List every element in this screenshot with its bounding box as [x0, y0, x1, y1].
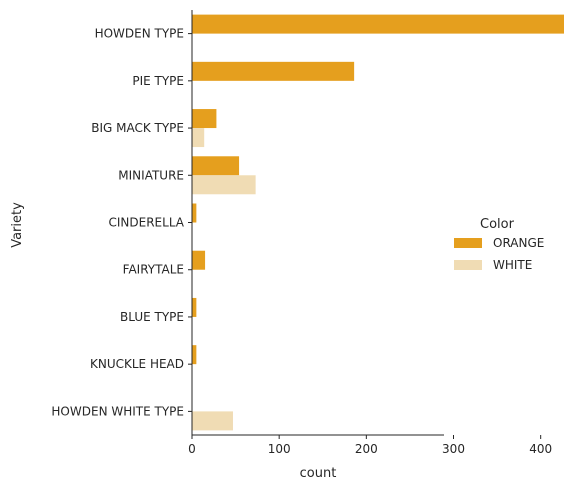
y-tick-label: BLUE TYPE	[120, 310, 184, 324]
y-tick-layer: HOWDEN TYPE PIE TYPE BIG MACK TYPE MINIATUR…	[51, 27, 192, 418]
bar-orange-blue-type	[192, 297, 197, 317]
bar-white-howden-white-type	[192, 411, 233, 431]
y-tick-label: BIG MACK TYPE	[91, 121, 184, 135]
y-tick-label: HOWDEN TYPE	[95, 27, 184, 41]
y-tick-label: MINIATURE	[118, 168, 184, 182]
y-tick-label: CINDERELLA	[109, 216, 185, 230]
legend-title: Color	[480, 217, 515, 232]
x-tick-label: 300	[442, 442, 465, 456]
y-tick-label: HOWDEN WHITE TYPE	[51, 404, 184, 418]
x-tick-layer: 0100200300400500	[188, 435, 552, 456]
x-tick-label: 0	[188, 442, 196, 456]
legend-label-orange: ORANGE	[493, 236, 544, 250]
y-tick-label: KNUCKLE HEAD	[90, 357, 184, 371]
legend-label-white: WHITE	[493, 258, 532, 272]
bar-white-miniature	[192, 175, 256, 195]
bar-orange-howden-type	[192, 14, 564, 34]
y-tick-label: FAIRYTALE	[123, 263, 184, 277]
bar-orange-fairytale	[192, 250, 206, 270]
legend-swatch-white	[454, 260, 482, 270]
bar-orange-pie-type	[192, 61, 355, 81]
bar-white-big-mack-type	[192, 128, 205, 148]
y-tick-label: PIE TYPE	[132, 74, 184, 88]
bars-layer	[192, 14, 564, 431]
y-axis-title: Variety	[10, 202, 25, 248]
bar-orange-big-mack-type	[192, 109, 217, 129]
x-axis-title: count	[300, 466, 337, 481]
bar-orange-knuckle-head	[192, 345, 197, 365]
bar-orange-cinderella	[192, 203, 197, 223]
x-tick-label: 100	[268, 442, 291, 456]
x-tick-label: 200	[355, 442, 378, 456]
legend: Color ORANGE WHITE	[454, 217, 544, 272]
bar-orange-miniature	[192, 156, 240, 176]
legend-swatch-orange	[454, 238, 482, 248]
x-tick-label: 400	[529, 442, 552, 456]
